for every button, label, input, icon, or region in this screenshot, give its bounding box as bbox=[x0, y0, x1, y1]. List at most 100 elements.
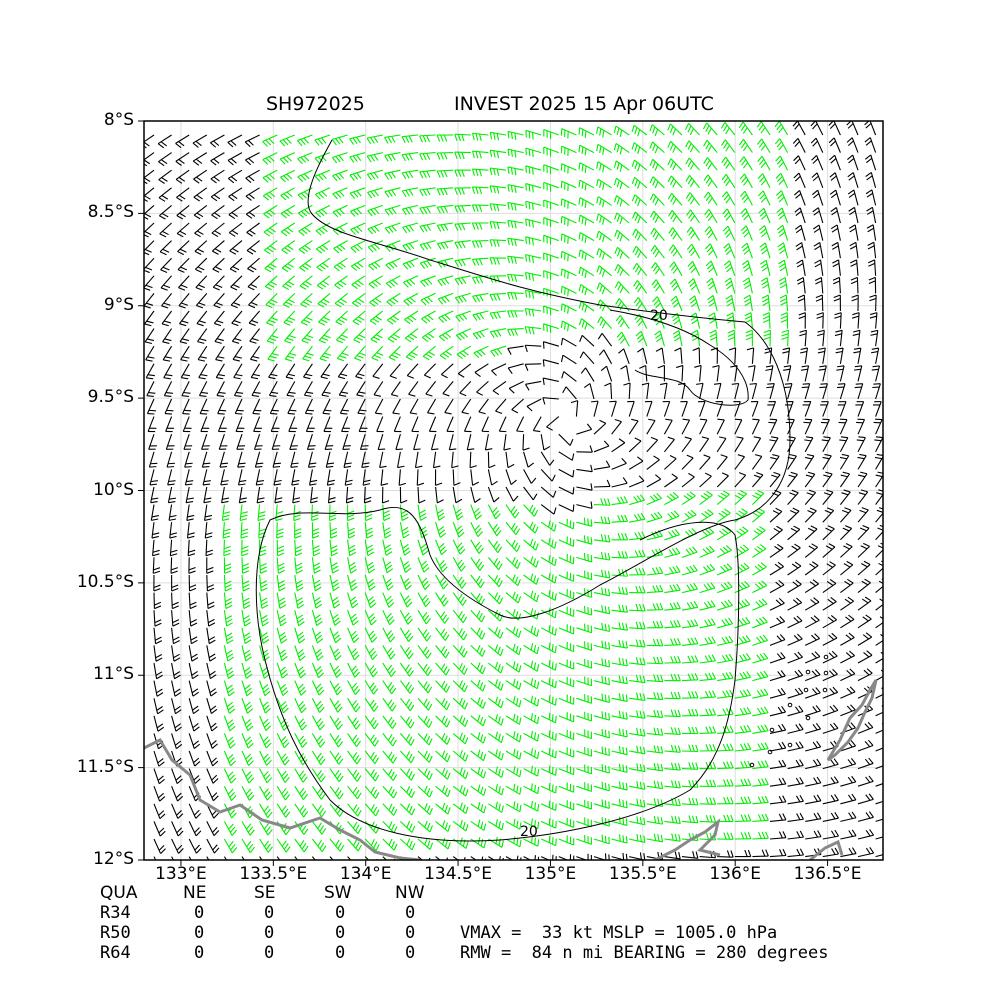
wind-barb bbox=[560, 337, 577, 347]
wind-barb bbox=[523, 451, 535, 468]
wind-barb bbox=[758, 207, 771, 224]
wind-barb bbox=[452, 627, 468, 641]
wind-barb bbox=[245, 204, 260, 219]
wind-barb bbox=[507, 148, 524, 158]
wind-barb bbox=[440, 363, 454, 379]
wind-barb bbox=[805, 812, 822, 822]
wind-barb bbox=[246, 240, 260, 255]
wind-barb bbox=[769, 561, 784, 576]
wind-barb bbox=[822, 847, 840, 858]
wind-barb bbox=[516, 416, 525, 433]
wind-barb bbox=[629, 692, 646, 702]
wind-barb bbox=[347, 557, 357, 574]
wind-barb bbox=[524, 289, 542, 299]
wind-barb bbox=[542, 377, 559, 386]
wind-barb bbox=[259, 627, 270, 644]
wind-barb bbox=[241, 557, 250, 574]
wind-barb bbox=[270, 416, 280, 433]
wind-barb bbox=[262, 152, 278, 165]
wind-barb bbox=[153, 786, 166, 802]
wind-barb bbox=[427, 398, 437, 415]
wind-barb bbox=[347, 821, 362, 834]
wind-barb bbox=[664, 620, 681, 629]
wind-barb bbox=[186, 504, 195, 521]
wind-barb bbox=[752, 778, 769, 787]
wind-barb bbox=[417, 715, 433, 728]
wind-barb bbox=[667, 192, 683, 206]
wind-barb bbox=[406, 363, 419, 379]
wind-barb bbox=[368, 275, 384, 289]
wind-barb bbox=[487, 469, 498, 486]
wind-barb bbox=[540, 624, 557, 636]
lat-label: 12°S bbox=[93, 849, 134, 869]
wind-barb bbox=[744, 312, 753, 329]
wind-barb bbox=[686, 226, 701, 241]
wind-barb bbox=[332, 187, 348, 200]
wind-barb bbox=[436, 134, 454, 142]
wind-barb bbox=[451, 451, 459, 469]
wind-barb bbox=[470, 486, 481, 503]
wind-barb bbox=[633, 280, 648, 294]
wind-barb bbox=[814, 276, 824, 294]
wind-barb bbox=[540, 469, 556, 482]
wind-barb bbox=[253, 434, 263, 450]
wind-barb bbox=[593, 764, 610, 774]
wind-barb bbox=[367, 240, 384, 253]
wind-barb bbox=[197, 345, 208, 362]
wind-barb bbox=[699, 582, 716, 594]
wind-barb bbox=[716, 472, 729, 488]
wind-barb bbox=[355, 363, 366, 380]
wind-barb bbox=[171, 662, 181, 680]
wind-barb bbox=[505, 696, 522, 708]
wind-barb bbox=[542, 323, 559, 333]
wind-barb bbox=[579, 351, 595, 365]
wind-barb bbox=[311, 592, 323, 609]
wind-barb bbox=[646, 727, 664, 736]
wind-barb bbox=[558, 554, 575, 565]
wind-barb bbox=[274, 486, 283, 504]
wind-barb bbox=[840, 650, 855, 664]
wind-barb bbox=[840, 829, 857, 840]
wind-barb bbox=[364, 715, 379, 730]
wind-barb bbox=[875, 740, 883, 752]
wind-barb bbox=[810, 121, 824, 136]
wind-barb bbox=[507, 345, 524, 355]
wind-barb bbox=[670, 295, 683, 312]
wind-barb bbox=[206, 768, 219, 784]
wind-barb bbox=[153, 715, 165, 732]
wind-barb bbox=[821, 436, 831, 453]
wind-barb bbox=[507, 130, 524, 140]
wind-barb bbox=[699, 797, 717, 805]
wind-barb bbox=[576, 746, 593, 757]
wind-barb bbox=[717, 814, 734, 823]
wind-barb bbox=[593, 419, 607, 435]
wind-barb bbox=[672, 330, 683, 347]
wind-barb bbox=[264, 275, 278, 291]
wind-barb bbox=[264, 257, 278, 273]
wind-barb bbox=[576, 729, 593, 740]
wind-barb bbox=[769, 670, 786, 682]
wind-barb bbox=[734, 849, 752, 858]
wind-barb bbox=[435, 592, 449, 607]
wind-barb bbox=[524, 344, 542, 353]
wind-barb bbox=[505, 643, 522, 656]
wind-barb bbox=[382, 768, 398, 782]
wind-barb bbox=[614, 264, 630, 277]
wind-barb bbox=[229, 257, 243, 273]
wind-barb bbox=[769, 525, 783, 541]
wind-barb bbox=[416, 469, 425, 486]
wind-barb bbox=[716, 436, 727, 453]
wind-barb bbox=[392, 398, 401, 415]
wind-barb bbox=[222, 522, 231, 539]
wind-barb bbox=[783, 383, 793, 400]
wind-barb bbox=[421, 328, 436, 342]
wind-barb bbox=[364, 680, 379, 695]
radii-header-qua: QUA bbox=[100, 883, 138, 903]
wind-barb bbox=[705, 243, 718, 259]
wind-barb bbox=[399, 504, 409, 522]
wind-barb bbox=[847, 172, 859, 188]
wind-barb bbox=[558, 451, 575, 461]
wind-barb bbox=[681, 851, 699, 859]
wind-barb bbox=[646, 474, 662, 488]
wind-barb bbox=[389, 363, 401, 379]
